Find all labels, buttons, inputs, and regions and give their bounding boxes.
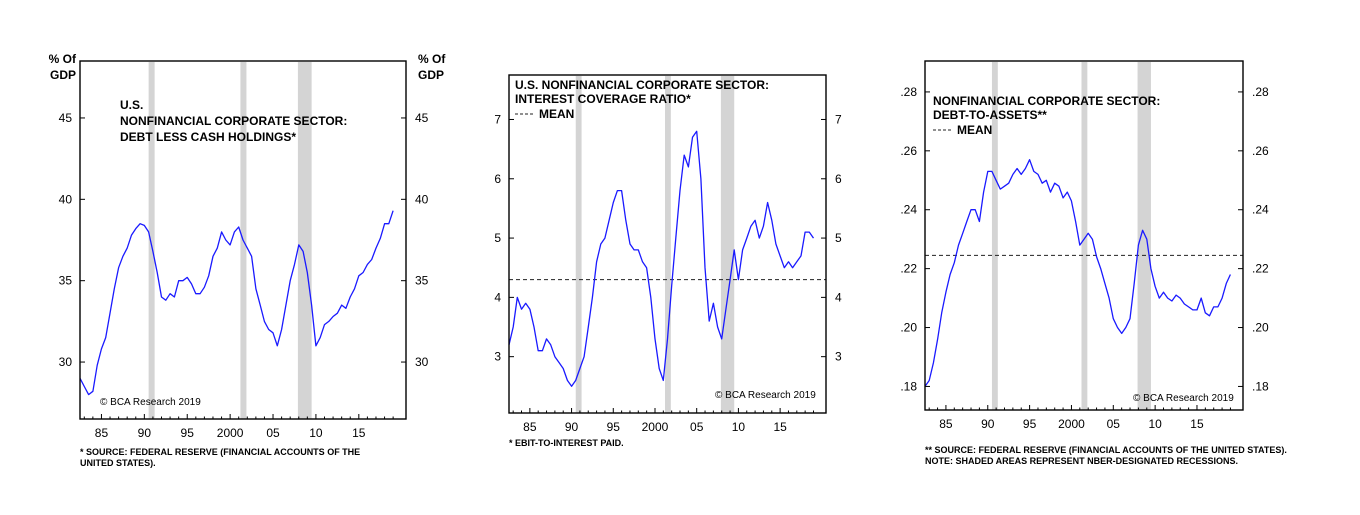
- y-tick-label-right: .24: [1252, 203, 1269, 217]
- chart-title-line: U.S.: [120, 98, 143, 112]
- y-tick-label-left: .24: [900, 203, 917, 217]
- recession-band-0: [991, 62, 998, 410]
- y-tick-label-left: .26: [900, 144, 917, 158]
- footnote-line: UNITED STATES).: [80, 458, 156, 468]
- recession-band-2: [1137, 62, 1151, 410]
- y-tick-label-right: 4: [835, 290, 842, 304]
- x-tick-label: 95: [1023, 417, 1037, 431]
- panel-debt-to-assets: .18 .18 .20 .20 .22 .22 .24 .24 .26 .26 .28 .28 85 90…: [900, 60, 1287, 466]
- series-line-0: [924, 159, 1231, 387]
- y-tick-label-left: .20: [900, 321, 917, 335]
- y-unit-label-right: GDP: [418, 68, 444, 82]
- x-tick-label: 2000: [642, 420, 669, 434]
- x-tick-label: 05: [266, 426, 280, 440]
- chart-title-line: DEBT-TO-ASSETS**: [933, 108, 1047, 122]
- mean-legend-label: MEAN: [957, 123, 992, 137]
- x-tick-label: 05: [1107, 417, 1121, 431]
- x-tick-label: 85: [523, 420, 537, 434]
- y-tick-label-left: 4: [494, 290, 501, 304]
- series-line-0: [508, 130, 815, 387]
- y-tick-label-left: 6: [494, 172, 501, 186]
- y-unit-label-right: % Of: [418, 52, 446, 66]
- x-tick-label: 90: [138, 426, 152, 440]
- mean-legend-label: MEAN: [539, 107, 574, 121]
- chart-title-line: NONFINANCIAL CORPORATE SECTOR:: [933, 94, 1160, 108]
- y-tick-label-right: 40: [415, 192, 429, 206]
- y-tick-label-right: .28: [1252, 85, 1269, 99]
- chart-title-line: NONFINANCIAL CORPORATE SECTOR:: [120, 114, 347, 128]
- x-tick-label: 2000: [217, 426, 244, 440]
- y-tick-label-left: 45: [59, 111, 73, 125]
- y-tick-label-right: 35: [415, 274, 429, 288]
- credit-label: © BCA Research 2019: [100, 397, 201, 408]
- x-tick-label: 10: [732, 420, 746, 434]
- footnote-line: * EBIT-TO-INTEREST PAID.: [509, 438, 624, 448]
- x-tick-label: 95: [181, 426, 195, 440]
- y-tick-label-right: .22: [1252, 262, 1269, 276]
- footnote-line: ** SOURCE: FEDERAL RESERVE (FINANCIAL AC…: [925, 445, 1287, 455]
- y-tick-label-right: .20: [1252, 321, 1269, 335]
- plot-frame: [79, 60, 407, 420]
- x-tick-label: 90: [565, 420, 579, 434]
- y-tick-label-left: 3: [494, 350, 501, 364]
- footnote-line: * SOURCE: FEDERAL RESERVE (FINANCIAL ACC…: [80, 447, 360, 457]
- recession-band-2: [720, 76, 735, 413]
- x-tick-label: 85: [95, 426, 109, 440]
- plot-frame: [924, 60, 1244, 411]
- x-tick-label: 10: [309, 426, 323, 440]
- x-tick-label: 90: [981, 417, 995, 431]
- y-tick-label-left: .22: [900, 262, 917, 276]
- credit-label: © BCA Research 2019: [1133, 393, 1234, 404]
- x-tick-label: 2000: [1058, 417, 1085, 431]
- y-tick-label-right: 30: [415, 355, 429, 369]
- y-tick-label-right: 7: [835, 112, 842, 126]
- y-tick-label-left: 5: [494, 231, 501, 245]
- y-tick-label-left: 7: [494, 112, 501, 126]
- y-tick-label-left: 30: [59, 355, 73, 369]
- series-line-0: [79, 210, 394, 396]
- y-unit-label-left: % Of: [49, 52, 77, 66]
- panel-interest-coverage: 3 3 4 4 5 5 6 6 7 7 85 90 95 2000 05 10 15 U.S. NONFINANC…: [494, 74, 842, 448]
- y-unit-label-left: GDP: [50, 68, 76, 82]
- y-tick-label-right: 6: [835, 172, 842, 186]
- x-tick-label: 85: [939, 417, 953, 431]
- chart-title-line: U.S. NONFINANCIAL CORPORATE SECTOR:: [515, 78, 769, 92]
- plot-frame: [508, 74, 827, 414]
- x-tick-label: 15: [352, 426, 366, 440]
- chart-title-line: DEBT LESS CASH HOLDINGS*: [120, 130, 296, 144]
- x-tick-label: 05: [690, 420, 704, 434]
- y-tick-label-right: .26: [1252, 144, 1269, 158]
- recession-band-1: [1081, 62, 1088, 410]
- recession-band-2: [297, 62, 312, 419]
- chart-title-line: INTEREST COVERAGE RATIO*: [515, 92, 691, 106]
- y-tick-label-left: .18: [900, 379, 917, 393]
- y-tick-label-right: 45: [415, 111, 429, 125]
- panel-debt-less-cash: 30 30 35 35 40 40 45 45 85 90 95 2000 05 10 15 % Of % Of…: [49, 52, 447, 468]
- recession-band-1: [664, 76, 671, 413]
- x-tick-label: 15: [773, 420, 787, 434]
- credit-label: © BCA Research 2019: [715, 390, 816, 401]
- y-tick-label-left: .28: [900, 85, 917, 99]
- x-tick-label: 15: [1190, 417, 1204, 431]
- recession-band-0: [575, 76, 582, 413]
- y-tick-label-right: 5: [835, 231, 842, 245]
- x-tick-label: 10: [1148, 417, 1162, 431]
- x-tick-label: 95: [607, 420, 621, 434]
- y-tick-label-right: 3: [835, 350, 842, 364]
- recession-band-0: [148, 62, 155, 419]
- y-tick-label-left: 40: [59, 192, 73, 206]
- y-tick-label-right: .18: [1252, 379, 1269, 393]
- footnote-line: NOTE: SHADED AREAS REPRESENT NBER-DESIGN…: [925, 456, 1238, 466]
- y-tick-label-left: 35: [59, 274, 73, 288]
